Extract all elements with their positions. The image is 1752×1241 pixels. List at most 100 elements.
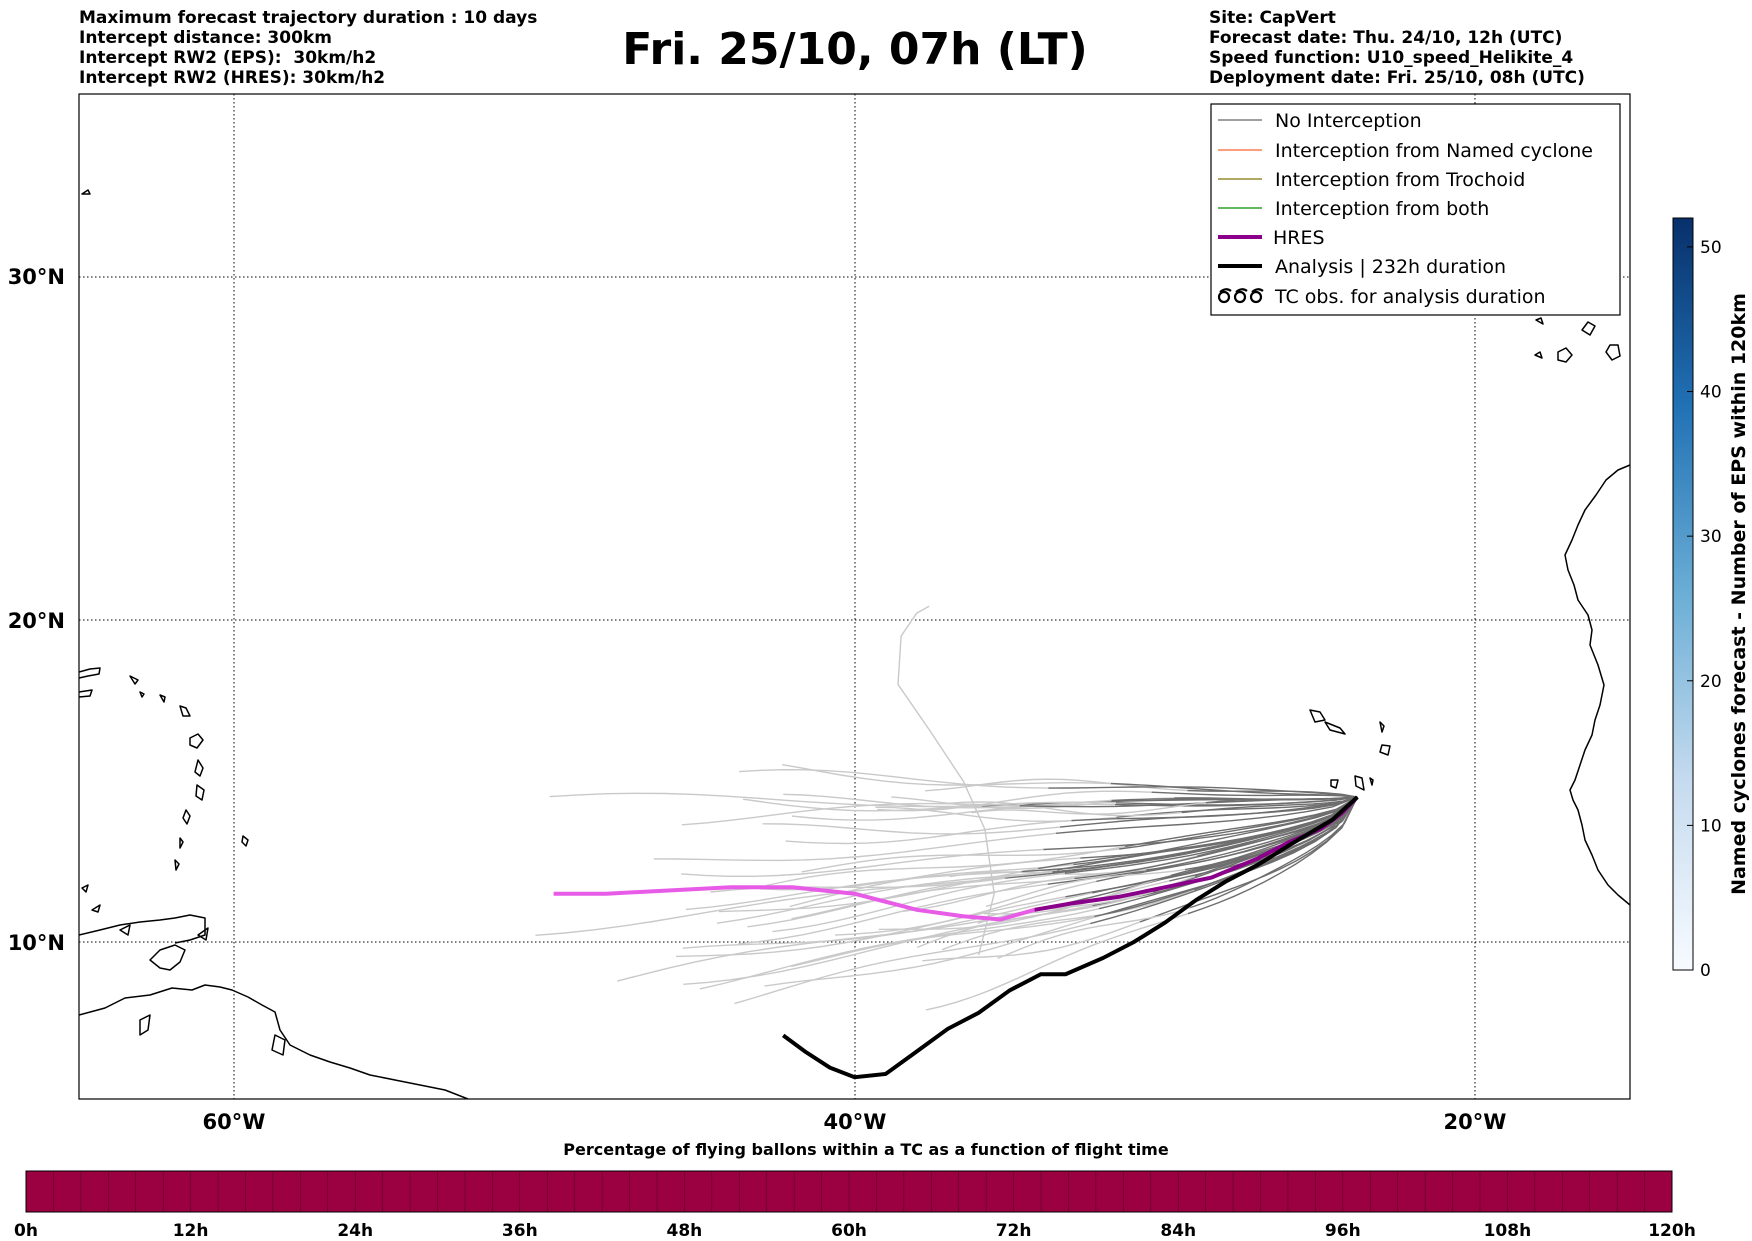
param-line: Intercept RW2 (HRES): 30km/h2 [79, 68, 386, 88]
eps-member-track-far [716, 872, 1038, 924]
eps-member-track-far [676, 896, 1066, 958]
site-line: Site: CapVert [1209, 8, 1336, 28]
eps-member-track-near [1080, 796, 1358, 859]
flight-time-colorbar-minor-ticks [53, 1171, 1645, 1212]
coastline-south-america [79, 984, 469, 1099]
cyclone-colorbar-label: Named cyclones forecast - Number of EPS … [1728, 293, 1750, 895]
eps-member-track-near [1115, 796, 1358, 806]
param-line: Intercept distance: 300km [79, 28, 332, 48]
tc-symbol-icon [1217, 288, 1264, 304]
eps-member-track-far [682, 892, 1093, 949]
eps-member-track-far [699, 908, 1100, 990]
eps-member-track-near [1094, 796, 1358, 918]
flight-time-colorbar-ticks: 0h 12h 24h 36h 48h 60h 72h 84h 96h 108h 120h [14, 1221, 1696, 1241]
eps-member-track-far [764, 913, 1104, 987]
eps-member-track-far [772, 872, 1065, 933]
island-dominica [194, 759, 204, 777]
lat-label-10: 10°N [8, 931, 65, 955]
legend-label-trochoid: Interception from Trochoid [1275, 169, 1525, 191]
eps-member-track-far [782, 764, 1111, 786]
island-anguilla [139, 691, 145, 698]
island-sal [1379, 721, 1385, 733]
eps-member-track-far [877, 790, 1152, 812]
flight-time-colorbar: Percentage of flying ballons within a TC… [14, 1140, 1696, 1241]
island-st-vincent [179, 837, 184, 849]
island-fuerteventura [1605, 344, 1621, 361]
island-bermuda [81, 189, 91, 195]
island-antigua [179, 705, 191, 717]
island-hispaniola-tip [79, 689, 93, 698]
island-lanzarote [1581, 321, 1596, 336]
eps-member-track-far [549, 792, 983, 808]
island-barbados [241, 835, 249, 847]
eps-member-track-near [1205, 796, 1358, 804]
coastline-africa [1564, 464, 1630, 906]
eps-member-track-far [902, 869, 1147, 912]
island-santiago [1354, 775, 1365, 791]
eps-member-track-near [1055, 796, 1358, 834]
forecast-parameters: Maximum forecast trajectory duration : 1… [79, 8, 537, 88]
colorbar-tick-label: 40 [1700, 383, 1722, 403]
eps-member-track-near [1124, 796, 1358, 848]
legend-box [1210, 103, 1621, 316]
eps-member-track-near [1187, 796, 1358, 915]
coastline-suriname [271, 1034, 286, 1056]
eps-member-track-north [897, 605, 995, 956]
colorbar-tick-label: 20 [1700, 672, 1722, 692]
coastline-venezuela-inner [119, 924, 131, 936]
eps-member-track-far [925, 913, 1189, 1011]
longitude-labels: 60°W 40°W 20°W [203, 1110, 1507, 1134]
flight-time-colorbar-bar [25, 1170, 1673, 1213]
eps-member-track-far [971, 802, 1206, 815]
eps-member-track-near [1181, 796, 1358, 814]
param-line: Maximum forecast trajectory duration : 1… [79, 8, 538, 28]
flight-time-tick-label: 96h [1325, 1221, 1361, 1241]
coastline-venezuela-north [79, 914, 206, 944]
eps-member-track-near [1048, 786, 1358, 798]
legend-label-both: Interception from both [1275, 198, 1489, 220]
cyclone-colorbar-ticks: 0 10 20 30 40 50 [1687, 238, 1722, 981]
eps-member-track-far [681, 802, 1020, 826]
flight-time-tick-label: 48h [667, 1221, 703, 1241]
lat-label-20: 20°N [8, 609, 65, 633]
legend: No Interception Interception from Named … [1210, 103, 1621, 316]
legend-label-analysis: Analysis | 232h duration [1275, 256, 1506, 278]
island-boavista [1379, 744, 1391, 756]
eps-member-track-far [766, 845, 1126, 887]
island-st-kitts [159, 694, 166, 703]
flight-time-tick-label: 84h [1160, 1221, 1196, 1241]
island-fogo [1330, 779, 1339, 789]
island-canary-small [1535, 317, 1544, 325]
eps-member-track-far [739, 768, 1049, 789]
lat-label-30: 30°N [8, 265, 65, 289]
colorbar-tick-label: 50 [1700, 238, 1722, 258]
eps-member-track-far [535, 877, 1006, 936]
eps-member-track-far [743, 798, 1117, 812]
cyclone-colorbar-gradient [1672, 217, 1694, 971]
eps-member-track-near [1043, 796, 1358, 851]
eps-member-track-near [1187, 789, 1358, 798]
island-tobago [91, 904, 101, 913]
flight-time-tick-label: 72h [996, 1221, 1032, 1241]
eps-member-track-near [1110, 782, 1358, 798]
island-st-lucia [182, 809, 191, 825]
flight-time-tick-label: 0h [14, 1221, 38, 1241]
eps-member-track-near [1116, 796, 1358, 818]
colorbar-tick-label: 10 [1700, 816, 1722, 836]
eps-member-track-near [1190, 796, 1358, 909]
site-line: Forecast date: Thu. 24/10, 12h (UTC) [1209, 28, 1563, 48]
eps-member-track-near [1074, 796, 1358, 880]
eps-member-track-far [653, 832, 1056, 862]
map-area [78, 93, 1631, 1100]
site-line: Speed function: U10_speed_Helikite_4 [1209, 48, 1574, 68]
eps-member-track-near [1064, 796, 1358, 874]
coastline-trinidad [197, 927, 209, 941]
eps-member-track-far [685, 870, 1022, 911]
lon-label-40w: 40°W [824, 1110, 887, 1134]
island-maio [1369, 777, 1374, 786]
legend-label-no-interception: No Interception [1275, 110, 1422, 132]
eps-member-track-far [997, 906, 1191, 960]
flight-time-colorbar-title: Percentage of flying ballons within a TC… [563, 1140, 1169, 1159]
flight-time-tick-label: 24h [337, 1221, 373, 1241]
